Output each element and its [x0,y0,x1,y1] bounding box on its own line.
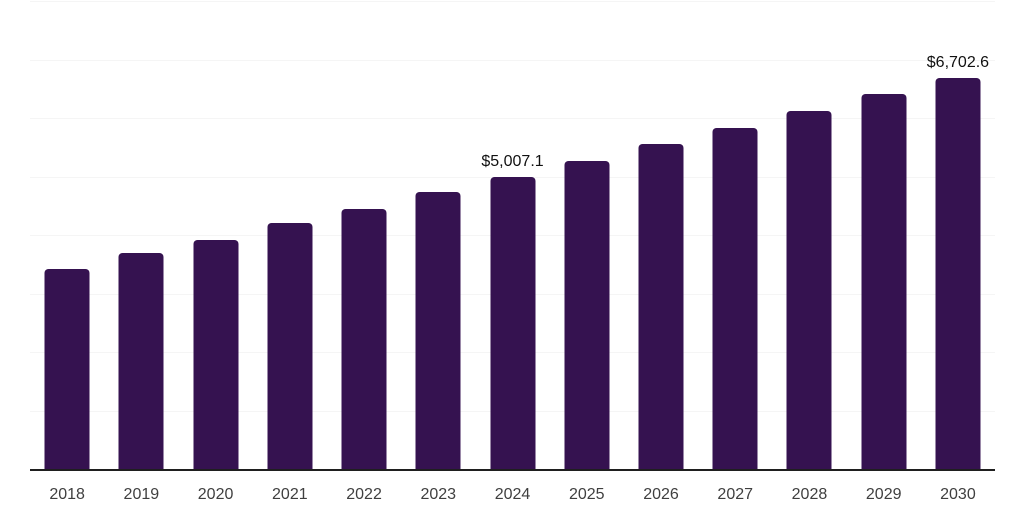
x-tick-label-2025: 2025 [568,486,605,503]
gridline-7000 [30,59,995,61]
bar-slot-2023 [401,2,475,470]
bar-2025 [564,161,610,470]
bar-slot-2028 [772,2,846,470]
x-tick-label-2028: 2028 [791,486,828,503]
bar-value-label-2024: $5,007.1 [481,153,544,171]
gridline-6000 [30,118,995,119]
x-tick-label-2019: 2019 [123,486,160,503]
x-axis-line [30,469,995,471]
bars-container: $5,007.1 $6,702.6 [30,2,995,470]
bar-slot-2020 [178,2,252,470]
bar-value-label-2030: $6,702.6 [926,53,990,71]
plot-area: $5,007.1 $6,702.6 [30,1,995,471]
x-tick-label-2022: 2022 [346,486,382,503]
bar-2022 [341,208,387,470]
bar-slot-2022 [327,2,401,470]
x-tick-label-2021: 2021 [272,486,308,503]
bar-2023 [415,191,461,470]
gridline-8000 [30,1,995,2]
bar-2021 [267,222,313,470]
x-tick-label-2018: 2018 [49,486,85,503]
bar-2030 [935,77,981,470]
x-tick-label-2027: 2027 [717,486,754,503]
x-tick-label-2026: 2026 [643,486,679,503]
bar-2028 [786,111,832,470]
bar-2027 [712,128,758,470]
x-tick-label-2029: 2029 [865,486,902,503]
bar-slot-2025 [550,2,624,470]
x-tick-label-2023: 2023 [420,486,457,503]
bar-slot-2026 [624,2,698,470]
bar-2018 [44,269,90,470]
x-tick-label-2020: 2020 [197,486,234,503]
bar-2020 [193,239,239,470]
gridline-5000 [30,176,995,178]
bar-slot-2019 [104,2,178,470]
bar-2026 [638,144,684,470]
bar-slot-2030: $6,702.6 [921,2,995,470]
bar-slot-2027 [698,2,772,470]
bar-slot-2024: $5,007.1 [475,2,549,470]
x-tick-label-2030: 2030 [940,486,976,503]
bar-2019 [118,253,164,470]
bar-2029 [861,93,907,470]
bar-slot-2018 [30,2,104,470]
bar-slot-2021 [253,2,327,470]
x-tick-label-2024: 2024 [494,486,531,503]
bar-slot-2029 [847,2,921,470]
x-axis-tick-labels: 2018 2019 2020 2021 2022 2023 2024 2025 2026 2027… [30,471,995,504]
bar-2024 [490,177,536,470]
